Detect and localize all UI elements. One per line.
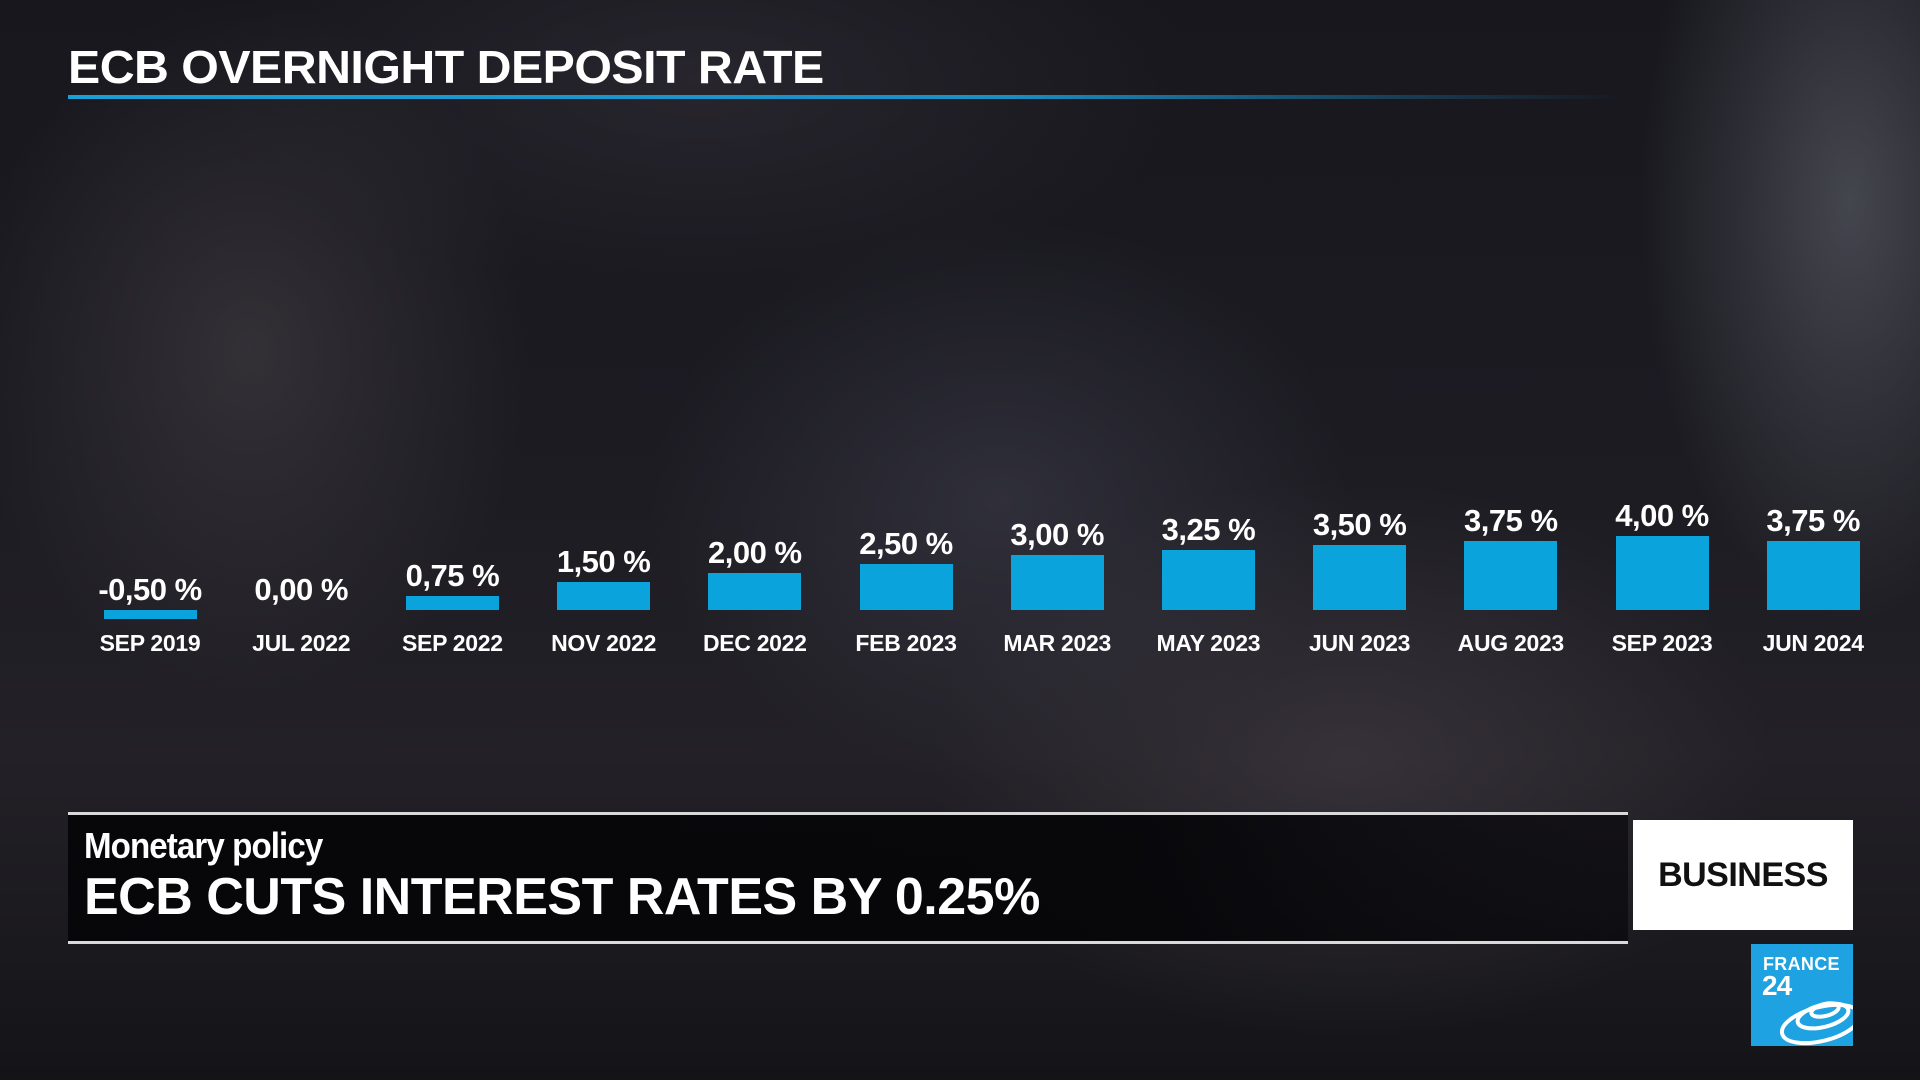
bar-value-label: 1,50 % [556,544,651,580]
title-underline [68,95,1628,99]
bar [1313,545,1407,610]
lower-third-headline: ECB CUTS INTEREST RATES BY 0.25% [84,868,1040,926]
bar-value-label: 3,25 % [1161,511,1256,547]
bar-value-label: -0,50 % [98,572,202,607]
bar-value-label: 4,00 % [1615,498,1709,533]
section-badge: BUSINESS [1633,820,1853,930]
bar-value-label: 3,00 % [1010,516,1104,552]
satellite-rings-icon [1779,1001,1853,1046]
bar-value-label: 2,00 % [708,535,802,570]
bar [557,582,651,610]
bar [708,573,802,610]
france24-logo: FRANCE 24 [1751,944,1853,1046]
bar-value-label: 0,75 % [405,558,500,594]
category-label: DEC 2022 [702,630,807,656]
bar-chart: -0,50 % SEP 2019 0,00 % JUL 2022 0,75 % SEP 2… [98,498,1864,656]
category-label: JUN 2024 [1762,630,1864,656]
logo-line2: 24 [1762,970,1792,1001]
lower-third-kicker: Monetary policy [84,825,323,866]
bar-value-label: 3,50 % [1312,507,1407,543]
chart-title: ECB OVERNIGHT DEPOSIT RATE [68,41,824,93]
category-label: SEP 2023 [1611,630,1713,656]
category-label: NOV 2022 [551,630,657,656]
bar [405,596,499,610]
bar-value-label: 2,50 % [859,525,953,561]
bar [1615,536,1709,610]
bar-value-label: 3,75 % [1766,502,1860,538]
bar [859,563,953,610]
category-label: AUG 2023 [1457,630,1565,656]
category-label: JUL 2022 [252,630,351,656]
category-label: JUN 2023 [1309,630,1411,656]
bar [1464,540,1558,610]
category-label: FEB 2023 [855,630,957,656]
category-label: SEP 2019 [99,630,201,656]
category-label: MAR 2023 [1003,630,1111,656]
logo-line1: FRANCE [1763,954,1840,974]
category-label: MAY 2023 [1156,630,1261,656]
bar [103,610,197,620]
bar-value-label: 0,00 % [254,572,348,607]
bar [1161,549,1255,610]
bar [1766,540,1860,610]
lower-third-banner: Monetary policy ECB CUTS INTEREST RATES … [68,812,1628,944]
bar [1010,554,1104,610]
bar-value-label: 3,75 % [1464,502,1558,538]
category-label: SEP 2022 [402,630,503,656]
